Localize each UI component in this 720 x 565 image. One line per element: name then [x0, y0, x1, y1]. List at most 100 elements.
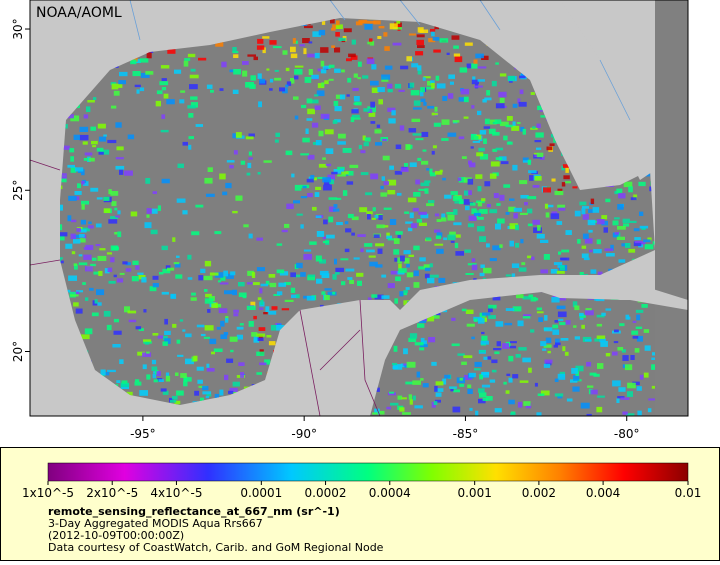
reflectance-pixel	[480, 340, 489, 345]
reflectance-pixel	[542, 348, 547, 351]
reflectance-pixel	[417, 323, 425, 328]
reflectance-pixel	[117, 84, 123, 88]
reflectance-pixel	[597, 271, 603, 277]
reflectance-pixel	[139, 87, 145, 92]
reflectance-pixel	[71, 219, 77, 223]
reflectance-pixel	[188, 136, 194, 140]
reflectance-pixel	[496, 203, 501, 206]
reflectance-pixel	[410, 90, 420, 96]
reflectance-pixel	[307, 193, 313, 198]
reflectance-pixel	[159, 272, 164, 275]
reflectance-pixel	[86, 106, 91, 112]
reflectance-pixel	[333, 204, 338, 208]
reflectance-pixel	[423, 102, 427, 106]
reflectance-pixel	[85, 244, 94, 250]
reflectance-pixel	[505, 212, 510, 215]
reflectance-pixel	[599, 338, 606, 343]
reflectance-pixel	[322, 240, 329, 244]
reflectance-pixel	[553, 344, 558, 348]
reflectance-pixel	[400, 65, 409, 70]
reflectance-pixel	[623, 223, 630, 227]
reflectance-pixel	[165, 375, 171, 382]
reflectance-pixel	[543, 327, 553, 332]
reflectance-pixel	[522, 296, 532, 300]
reflectance-pixel	[617, 226, 626, 230]
reflectance-pixel	[486, 204, 491, 208]
reflectance-pixel	[447, 93, 454, 99]
reflectance-pixel	[483, 267, 492, 274]
reflectance-pixel	[438, 277, 446, 283]
reflectance-pixel	[242, 61, 249, 65]
reflectance-pixel	[387, 392, 396, 396]
reflectance-pixel	[378, 26, 385, 29]
reflectance-pixel	[446, 212, 455, 215]
reflectance-pixel	[224, 374, 229, 381]
reflectance-pixel	[522, 128, 526, 135]
reflectance-pixel	[275, 132, 280, 137]
florida	[560, 0, 655, 180]
reflectance-pixel	[238, 282, 245, 287]
reflectance-pixel	[588, 229, 593, 233]
reflectance-pixel	[556, 305, 566, 310]
reflectance-pixel	[643, 239, 651, 243]
reflectance-pixel	[324, 288, 332, 291]
reflectance-pixel	[557, 204, 566, 208]
reflectance-pixel	[103, 208, 111, 213]
reflectance-pixel	[145, 71, 154, 75]
reflectance-pixel	[512, 164, 518, 171]
reflectance-pixel	[228, 390, 234, 394]
reflectance-pixel	[349, 279, 354, 284]
reflectance-pixel	[522, 160, 532, 163]
reflectance-pixel	[193, 355, 198, 362]
reflectance-pixel	[634, 237, 641, 241]
reflectance-pixel	[467, 223, 474, 228]
reflectance-pixel	[371, 217, 376, 220]
borders	[29, 159, 381, 417]
reflectance-pixel	[457, 177, 462, 181]
reflectance-pixel	[559, 322, 566, 326]
reflectance-pixel	[117, 231, 122, 238]
reflectance-pixel	[91, 312, 99, 317]
reflectance-pixel	[408, 394, 412, 400]
reflectance-pixel	[328, 216, 334, 223]
reflectance-pixel	[486, 90, 491, 96]
reflectance-pixel	[586, 361, 592, 367]
reflectance-pixel	[454, 201, 462, 204]
reflectance-pixel	[198, 57, 207, 61]
reflectance-pixel	[587, 219, 596, 226]
reflectance-pixel	[200, 397, 205, 404]
reflectance-pixel	[565, 167, 569, 173]
reflectance-pixel	[324, 295, 330, 301]
reflectance-pixel	[222, 191, 228, 196]
reflectance-pixel	[397, 234, 401, 239]
reflectance-pixel	[381, 295, 390, 299]
reflectance-pixel	[242, 70, 248, 77]
reflectance-pixel	[377, 410, 385, 415]
reflectance-pixel	[509, 198, 515, 201]
reflectance-pixel	[392, 42, 402, 46]
reflectance-pixel	[503, 184, 511, 188]
reflectance-pixel	[359, 207, 368, 213]
reflectance-pixel	[536, 311, 544, 314]
reflectance-pixel	[374, 215, 378, 219]
reflectance-pixel	[434, 243, 444, 246]
reflectance-pixel	[589, 249, 593, 253]
reflectance-pixel	[517, 401, 523, 408]
reflectance-pixel	[477, 66, 487, 69]
reflectance-pixel	[110, 257, 115, 263]
reflectance-pixel	[572, 386, 580, 392]
axes: -95° -90° -85° -80° 20° 25° 30°	[11, 18, 640, 441]
reflectance-pixel	[522, 357, 531, 363]
reflectance-pixel	[496, 341, 501, 347]
reflectance-pixel	[397, 395, 403, 400]
reflectance-pixel	[135, 326, 142, 330]
reflectance-pixel	[527, 159, 531, 165]
reflectance-pixel	[551, 297, 560, 303]
reflectance-pixel	[384, 65, 393, 70]
reflectance-pixel	[647, 408, 652, 413]
reflectance-pixel	[434, 26, 439, 30]
reflectance-pixel	[111, 83, 119, 90]
reflectance-pixel	[83, 114, 89, 119]
reflectance-pixel	[605, 253, 615, 257]
reflectance-pixel	[454, 242, 459, 249]
